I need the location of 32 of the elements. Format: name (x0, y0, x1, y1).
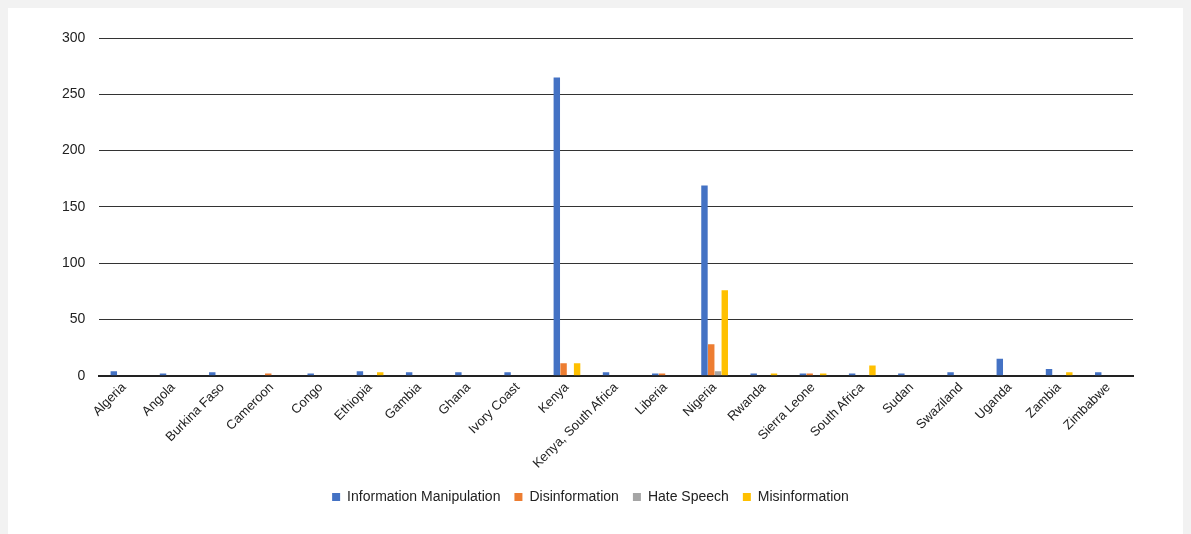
y-tick-label: 250 (62, 85, 86, 102)
legend-label: Hate Speech (647, 487, 729, 504)
bar (455, 372, 462, 376)
bar (714, 371, 722, 376)
bar (405, 372, 413, 376)
bar (209, 372, 216, 376)
bar (356, 371, 364, 376)
bar (110, 371, 118, 376)
bar (1045, 368, 1053, 376)
y-tick-label: 0 (77, 366, 86, 383)
y-tick-label: 150 (62, 197, 86, 214)
bar (377, 372, 384, 376)
bar (1095, 372, 1102, 376)
y-tick-label: 100 (62, 254, 86, 271)
y-tick-label: 50 (69, 310, 86, 327)
bar (996, 358, 1004, 376)
bar (947, 372, 954, 376)
bar (560, 363, 567, 376)
bar (1066, 372, 1073, 376)
bar (553, 77, 561, 376)
bar (708, 344, 715, 376)
legend-label: Disinformation (529, 487, 619, 504)
bar (573, 363, 581, 376)
y-tick-label: 200 (62, 141, 86, 158)
bar (721, 290, 728, 376)
legend-label: Information Manipulation (347, 487, 501, 504)
bar (701, 185, 708, 376)
legend-label: Misinformation (757, 487, 849, 504)
bar (869, 365, 876, 376)
y-tick-label: 300 (62, 28, 86, 45)
bar (602, 372, 610, 376)
bar (504, 372, 511, 376)
